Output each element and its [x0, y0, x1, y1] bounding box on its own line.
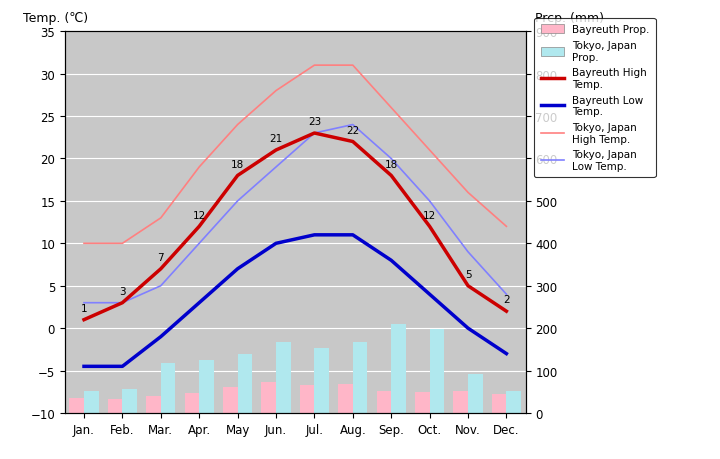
Bar — [315, 348, 329, 413]
Text: 18: 18 — [384, 159, 398, 169]
Bar — [492, 394, 506, 413]
Bar — [146, 397, 161, 413]
Text: 21: 21 — [269, 134, 283, 144]
Text: Prcp. (mm): Prcp. (mm) — [535, 11, 604, 24]
Bar — [84, 391, 99, 413]
Text: 22: 22 — [346, 125, 359, 135]
Bar — [300, 385, 315, 413]
Bar — [353, 342, 367, 413]
Text: 3: 3 — [119, 286, 126, 296]
Bar — [454, 392, 468, 413]
Bar — [430, 330, 444, 413]
Bar — [506, 392, 521, 413]
Text: 12: 12 — [192, 210, 206, 220]
Text: 5: 5 — [464, 269, 472, 280]
Bar — [184, 394, 199, 413]
Bar — [468, 374, 482, 413]
Bar — [223, 387, 238, 413]
Bar — [199, 360, 214, 413]
Text: 18: 18 — [231, 159, 244, 169]
Bar — [391, 324, 406, 413]
Bar — [238, 355, 252, 413]
Bar — [415, 392, 430, 413]
Bar — [377, 392, 391, 413]
Bar — [122, 389, 137, 413]
Bar — [161, 364, 176, 413]
Text: 1: 1 — [81, 303, 87, 313]
Text: 7: 7 — [158, 252, 164, 263]
Text: Temp. (℃): Temp. (℃) — [23, 11, 89, 24]
Bar — [261, 383, 276, 413]
Bar — [108, 399, 122, 413]
Bar — [338, 384, 353, 413]
Bar — [69, 398, 84, 413]
Bar — [276, 342, 291, 413]
Text: 12: 12 — [423, 210, 436, 220]
Text: 23: 23 — [307, 117, 321, 127]
Legend: Bayreuth Prop., Tokyo, Japan
Prop., Bayreuth High
Temp., Bayreuth Low
Temp., Tok: Bayreuth Prop., Tokyo, Japan Prop., Bayr… — [534, 19, 655, 178]
Text: 2: 2 — [503, 295, 510, 305]
